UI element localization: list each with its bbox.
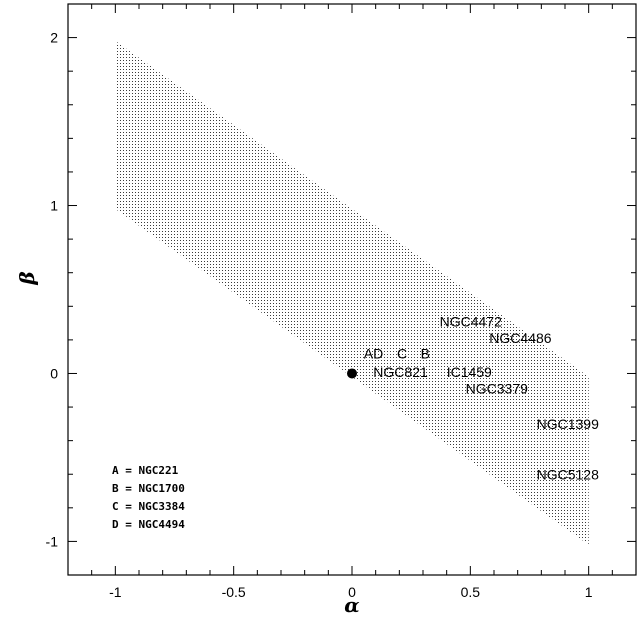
x-axis-label: α <box>344 593 359 617</box>
shaded-region <box>115 40 589 545</box>
x-tick-label: 1 <box>585 584 593 600</box>
annotation-label: NGC4486 <box>489 330 551 346</box>
y-tick-label: 2 <box>50 30 58 46</box>
y-axis-label: β <box>15 271 39 285</box>
annotation-label: NGC5128 <box>537 466 599 482</box>
key-entry: D = NGC4494 <box>112 518 185 531</box>
key-entry: B = NGC1700 <box>112 482 185 495</box>
annotation-label: NGC821 <box>373 364 428 380</box>
x-tick-label: -1 <box>109 584 122 600</box>
annotation-label: NGC3379 <box>466 381 528 397</box>
key-entry: C = NGC3384 <box>112 500 185 513</box>
y-tick-label: 0 <box>50 365 58 381</box>
annotation-label: C <box>397 345 407 361</box>
annotation-label: IC1459 <box>447 364 492 380</box>
y-tick-label: -1 <box>46 533 59 549</box>
key-entry: A = NGC221 <box>112 464 179 477</box>
annotation-label: NGC4472 <box>440 313 502 329</box>
annotation-label: B <box>421 345 430 361</box>
x-tick-label: 0 <box>348 584 356 600</box>
annotation-label: NGC1399 <box>537 416 599 432</box>
x-tick-label: 0.5 <box>461 584 481 600</box>
data-point <box>347 368 357 379</box>
x-tick-label: -0.5 <box>222 584 246 600</box>
y-tick-label: 1 <box>50 198 58 214</box>
annotation-label: AD <box>364 345 383 361</box>
